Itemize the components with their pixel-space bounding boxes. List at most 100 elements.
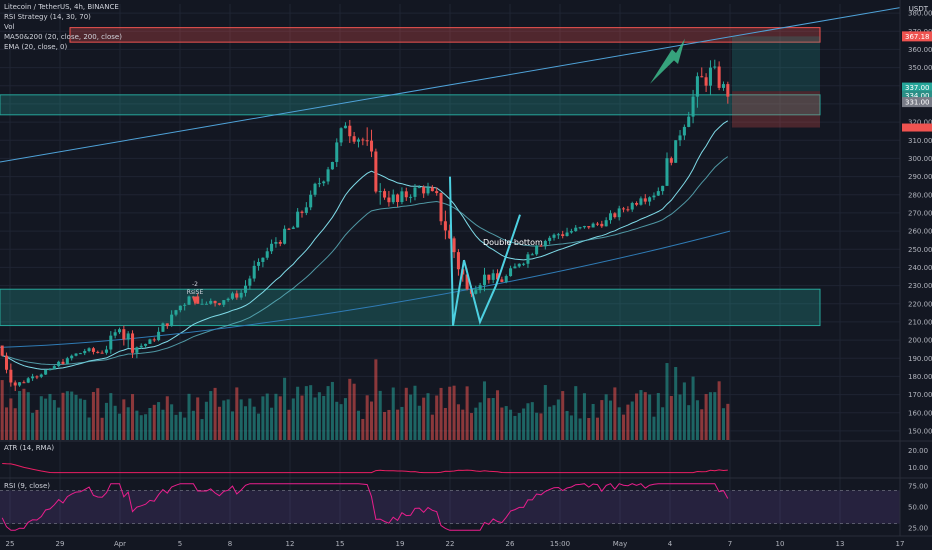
volume-bar xyxy=(478,402,482,440)
legend-vol[interactable]: Vol xyxy=(4,23,15,31)
candle-body xyxy=(361,139,365,141)
volume-bar xyxy=(204,401,208,440)
volume-bar xyxy=(161,409,165,440)
price-tick: 150.00 xyxy=(908,427,932,435)
volume-bar xyxy=(113,405,117,440)
rsi-tick: 50.00 xyxy=(908,504,928,512)
rsi-tick: 75.00 xyxy=(908,483,928,491)
volume-bar xyxy=(656,393,660,440)
volume-bar xyxy=(639,390,643,440)
volume-bar xyxy=(61,392,65,440)
volume-bar xyxy=(270,407,274,440)
candle-body xyxy=(404,191,408,198)
candle-body xyxy=(396,194,400,203)
volume-bar xyxy=(330,381,334,440)
rsi-pane xyxy=(0,477,932,531)
volume-bar xyxy=(343,398,347,440)
candle-body xyxy=(70,355,74,359)
volume-bar xyxy=(78,398,82,440)
volume-bar xyxy=(409,394,413,440)
double-bottom-label: Double bottom xyxy=(483,238,543,247)
volume-bar xyxy=(648,394,652,440)
candle-body xyxy=(383,191,387,198)
volume-bar xyxy=(456,404,460,440)
volume-bar xyxy=(378,390,382,440)
candle-body xyxy=(200,303,204,305)
volume-bar xyxy=(674,367,678,440)
candle-body xyxy=(18,382,22,386)
candle-body xyxy=(713,66,717,68)
candle-body xyxy=(91,348,95,352)
volume-bar xyxy=(513,415,517,440)
candle-body xyxy=(339,128,343,143)
rsi-label[interactable]: RSI (9, close) xyxy=(4,482,50,490)
ma50-line xyxy=(2,156,729,366)
volume-bar xyxy=(661,407,665,440)
candle-body xyxy=(222,300,226,305)
volume-bar xyxy=(226,399,230,440)
candle-body xyxy=(578,227,582,229)
volume-bar xyxy=(0,380,4,440)
candle-body xyxy=(100,352,104,354)
candle-body xyxy=(574,227,578,232)
volume-bar xyxy=(461,409,465,440)
volume-bar xyxy=(257,413,261,440)
candle-body xyxy=(487,274,491,280)
candle-body xyxy=(226,298,230,301)
time-tick: 22 xyxy=(446,540,455,548)
candle-body xyxy=(622,208,626,210)
volume-bar xyxy=(278,396,282,440)
legend-symbol[interactable]: Litecoin / TetherUS, 4h, BINANCE xyxy=(4,3,119,11)
price-label-box xyxy=(902,82,932,93)
ascending-trendline xyxy=(0,7,901,163)
candle-body xyxy=(9,369,13,383)
candle-body xyxy=(535,245,539,255)
volume-bar xyxy=(708,392,712,440)
volume-bar xyxy=(509,409,513,440)
atr-label[interactable]: ATR (14, RMA) xyxy=(4,444,55,452)
candle-body xyxy=(152,339,156,341)
volume-bar xyxy=(595,417,599,440)
candle-body xyxy=(539,245,543,247)
candle-body xyxy=(78,353,82,355)
candle-body xyxy=(482,274,487,286)
candle-body xyxy=(239,292,243,298)
volume-bar xyxy=(496,390,500,440)
volume-bar xyxy=(326,386,330,440)
volume-bar xyxy=(213,387,217,440)
volume-bar xyxy=(374,359,378,440)
long-position-tool[interactable] xyxy=(732,36,820,128)
candle-body xyxy=(326,169,330,182)
legend-ma[interactable]: MA50&200 (20, close, 200, close) xyxy=(4,33,122,41)
volume-bar xyxy=(148,407,152,440)
candle-body xyxy=(291,227,295,229)
candle-body xyxy=(478,285,482,291)
candle-body xyxy=(96,351,100,353)
candle-body xyxy=(443,221,447,231)
volume-bar xyxy=(222,400,226,440)
candle-body xyxy=(708,67,712,86)
legend-ema[interactable]: EMA (20, close, 0) xyxy=(4,43,68,51)
volume-bar xyxy=(504,406,508,440)
volume-bar xyxy=(465,386,469,440)
volume-bar xyxy=(52,400,56,440)
price-tick: 380.00 xyxy=(908,10,932,18)
volume-bar xyxy=(721,408,726,440)
candle-body xyxy=(569,231,573,233)
volume-bar xyxy=(726,403,730,440)
legend-rsi-strategy[interactable]: RSI Strategy (14, 30, 70) xyxy=(4,13,91,21)
volume-bar xyxy=(239,399,243,440)
volume-bar xyxy=(635,393,639,440)
candle-body xyxy=(131,333,135,353)
candle-body xyxy=(513,266,517,269)
volume-bar xyxy=(539,413,543,440)
volume-bar xyxy=(170,404,174,440)
volume-bar xyxy=(448,386,452,440)
candle-body xyxy=(674,140,678,163)
volume-bar xyxy=(704,394,708,440)
volume-bar xyxy=(265,393,269,440)
candle-body xyxy=(144,343,148,346)
price-label-box xyxy=(902,97,932,108)
